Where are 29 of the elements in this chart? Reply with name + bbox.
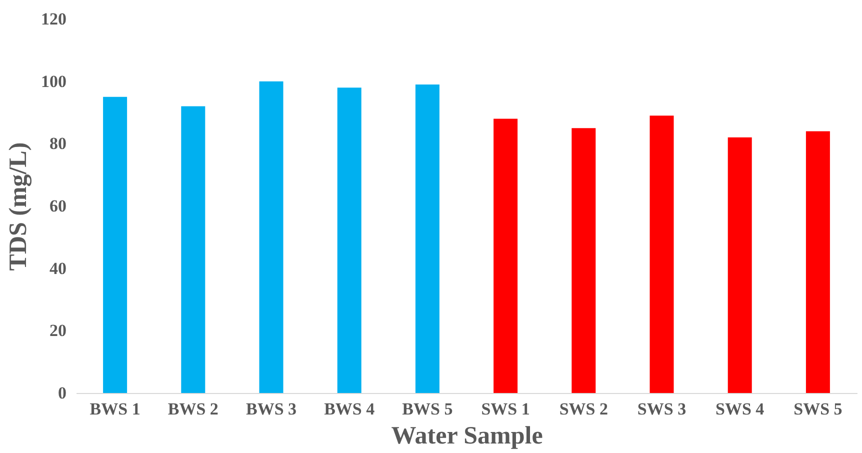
y-tick-label: 80 [50,134,66,154]
bar [103,96,128,393]
x-tick-label: BWS 3 [246,400,297,418]
bar [728,137,752,393]
y-tick-label: 40 [50,258,66,278]
bar [337,88,362,393]
x-tick-label: BWS 2 [168,400,218,418]
x-tick-label: BWS 5 [402,400,453,418]
y-tick-label: 20 [50,321,66,340]
bar [181,106,206,393]
x-tick-label: BWS 1 [90,400,140,418]
bar [572,128,596,393]
bar [415,84,440,393]
bar [494,118,518,393]
y-tick-label: 100 [41,72,66,91]
x-tick-label: BWS 4 [324,400,376,418]
y-tick-label: 60 [50,196,66,216]
bar [259,81,284,393]
y-axis-title: TDS (mg/L) [5,142,32,271]
x-tick-label: SWS 2 [559,400,608,418]
bar [650,116,674,393]
x-tick-label: SWS 1 [481,400,530,418]
x-axis-title: Water Sample [391,422,543,450]
x-tick-label: SWS 5 [794,400,842,418]
y-tick-label: 0 [58,384,66,402]
x-tick-label: SWS 3 [637,400,686,418]
y-tick-label: 120 [41,10,66,28]
x-tick-label: SWS 4 [716,400,765,418]
bar [806,131,830,393]
